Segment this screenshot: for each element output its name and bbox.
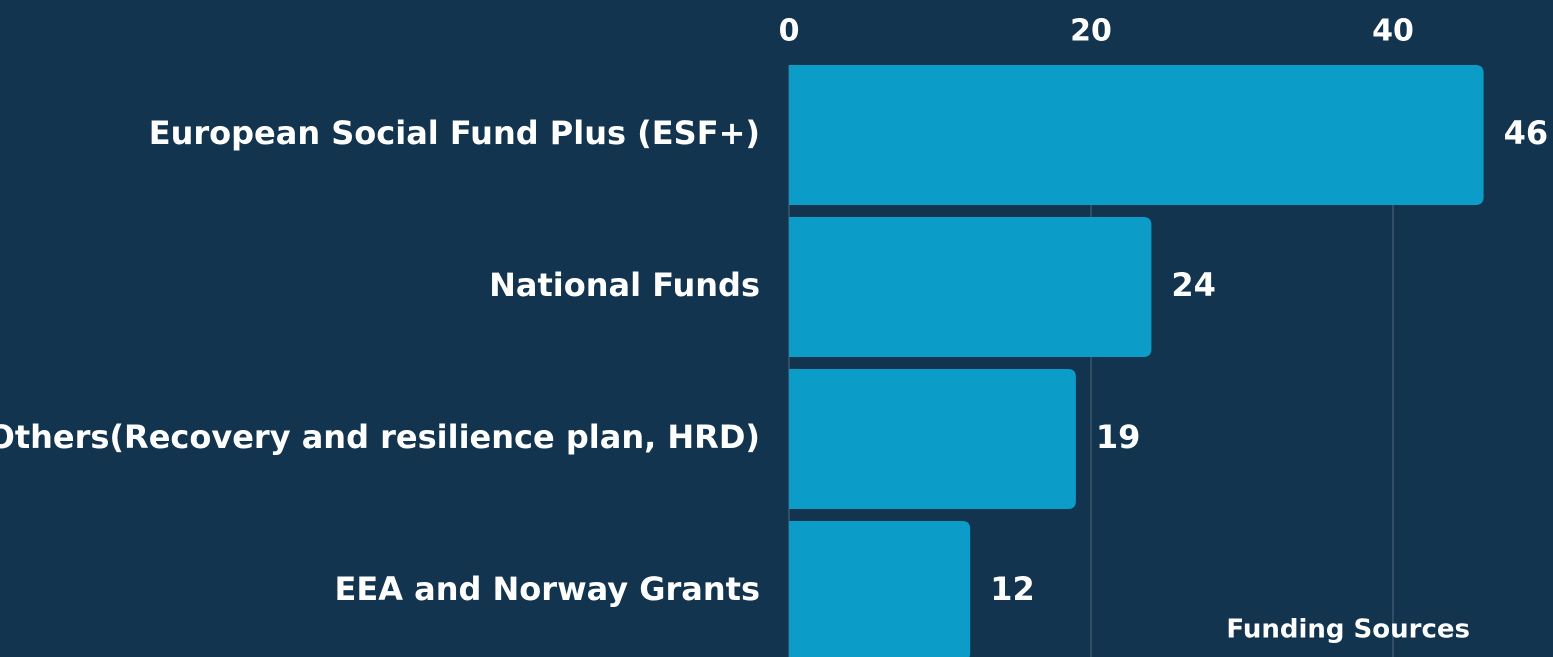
x-tick-label: 40 — [1372, 14, 1414, 49]
axis-label: Funding Sources — [1226, 615, 1470, 645]
data-label: 46 — [1504, 114, 1549, 152]
bar — [789, 65, 1484, 205]
data-label: 19 — [1096, 418, 1141, 456]
y-tick-label: EEA and Norway Grants — [334, 570, 760, 608]
data-label: 12 — [990, 570, 1035, 608]
x-tick-label: 20 — [1070, 14, 1112, 49]
y-tick-label: Others(Recovery and resilience plan, HRD… — [0, 418, 760, 456]
bar — [789, 521, 971, 657]
y-tick-label: European Social Fund Plus (ESF+) — [149, 114, 760, 152]
x-tick-label: 0 — [779, 14, 800, 49]
bar — [789, 217, 1152, 357]
data-label: 24 — [1171, 266, 1216, 304]
bar — [789, 369, 1076, 509]
y-tick-label: National Funds — [489, 266, 760, 304]
